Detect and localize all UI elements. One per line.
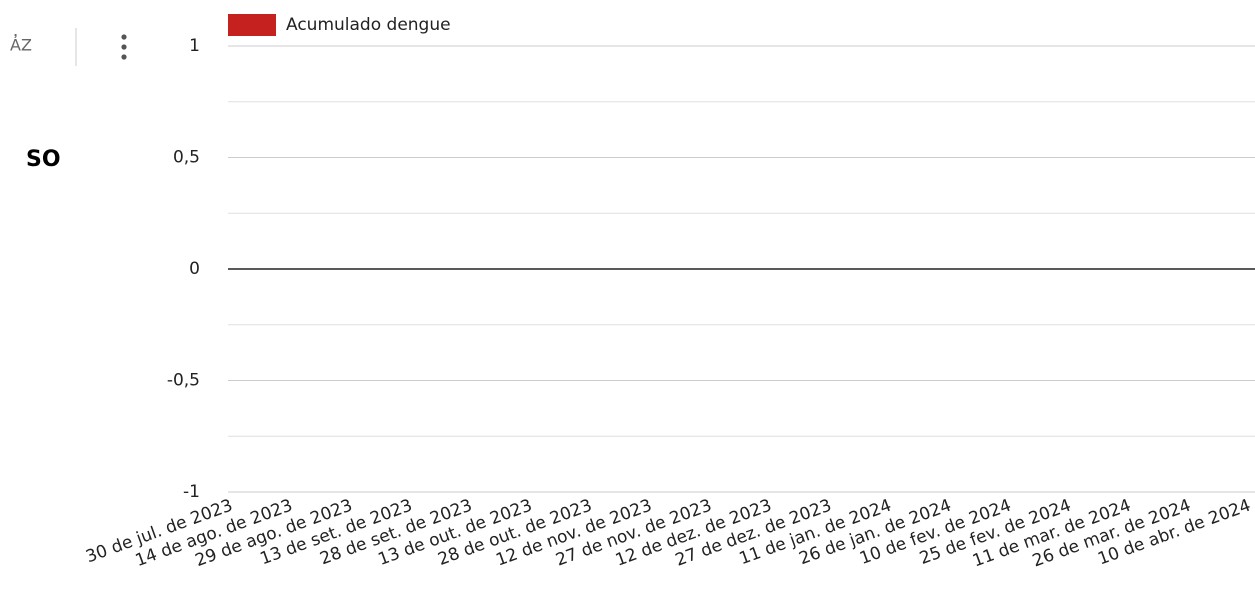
side-title: SO	[26, 147, 61, 172]
legend-label: Acumulado dengue	[286, 15, 451, 35]
sort-icon[interactable]: A̓Z	[10, 34, 32, 55]
y-tick-label: -1	[183, 482, 200, 502]
y-tick-label: 1	[189, 36, 200, 56]
more-icon[interactable]	[121, 34, 127, 60]
y-tick-label: 0,5	[173, 148, 200, 168]
legend-swatch	[228, 14, 276, 36]
y-tick-label: -0,5	[167, 371, 200, 391]
y-tick-label: 0	[189, 259, 200, 279]
